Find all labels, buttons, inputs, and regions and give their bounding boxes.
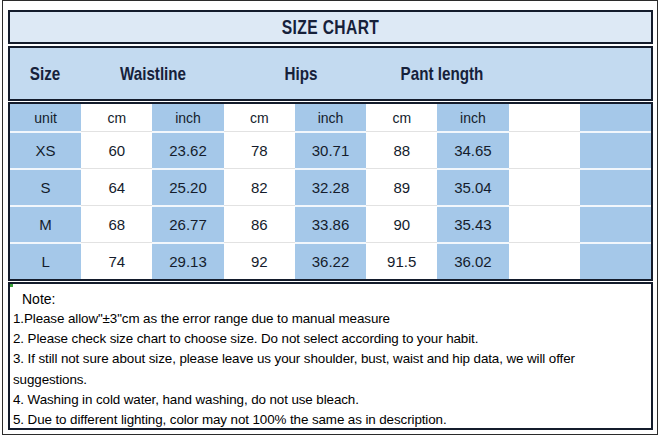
table-cell: 91.5 <box>366 242 437 279</box>
note-line-2: 2. Please check size chart to choose siz… <box>13 329 645 349</box>
header-pant-length: Pant length <box>401 63 484 85</box>
unit-cell: inch <box>295 104 366 131</box>
size-label-xs: XS <box>10 131 81 168</box>
table-cell: 33.86 <box>295 205 366 242</box>
table-cell: 89 <box>366 168 437 205</box>
table-cell: 92 <box>224 242 295 279</box>
table-cell: 36.22 <box>295 242 366 279</box>
empty-cell <box>580 205 651 242</box>
size-label-s: S <box>10 168 81 205</box>
header-waistline: Waistline <box>120 63 186 85</box>
size-table: unit cm inch cm inch cm inch XS 60 23.62… <box>8 102 653 281</box>
unit-cell: cm <box>366 104 437 131</box>
size-table-grid: unit cm inch cm inch cm inch XS 60 23.62… <box>10 104 651 279</box>
table-cell: 82 <box>224 168 295 205</box>
unit-cell: cm <box>81 104 152 131</box>
table-cell: 26.77 <box>152 205 223 242</box>
empty-cell <box>580 168 651 205</box>
empty-cell <box>509 104 580 131</box>
size-chart-title-box: SIZE CHART <box>8 10 653 44</box>
table-cell: 35.04 <box>437 168 508 205</box>
note-line-3: 3. If still not sure about size, please … <box>13 349 645 369</box>
table-cell: 25.20 <box>152 168 223 205</box>
table-cell: 68 <box>81 205 152 242</box>
notes-box: Note: 1.Please allow"±3"cm as the error … <box>8 282 653 430</box>
note-line-1: 1.Please allow"±3"cm as the error range … <box>13 309 645 329</box>
size-label-l: L <box>10 242 81 279</box>
unit-cell: inch <box>152 104 223 131</box>
column-group-header: Size Waistline Hips Pant length <box>8 46 653 101</box>
notes-heading: Note: <box>22 289 645 309</box>
table-cell: 78 <box>224 131 295 168</box>
size-label-m: M <box>10 205 81 242</box>
table-cell: 64 <box>81 168 152 205</box>
table-cell: 36.02 <box>437 242 508 279</box>
table-cell: 34.65 <box>437 131 508 168</box>
note-line-5: 5. Due to different lighting, color may … <box>13 410 645 430</box>
table-cell: 30.71 <box>295 131 366 168</box>
table-cell: 32.28 <box>295 168 366 205</box>
note-line-4: 4. Washing in cold water, hand washing, … <box>13 390 645 410</box>
table-cell: 90 <box>366 205 437 242</box>
header-size: Size <box>30 63 60 85</box>
unit-cell: unit <box>10 104 81 131</box>
table-cell: 74 <box>81 242 152 279</box>
empty-cell <box>580 131 651 168</box>
note-line-3b: suggestions. <box>13 370 645 390</box>
table-cell: 23.62 <box>152 131 223 168</box>
empty-cell <box>509 168 580 205</box>
empty-cell <box>580 242 651 279</box>
table-cell: 29.13 <box>152 242 223 279</box>
green-corner-artifact <box>8 282 13 287</box>
unit-cell: inch <box>437 104 508 131</box>
empty-cell <box>509 205 580 242</box>
unit-cell: cm <box>224 104 295 131</box>
table-cell: 88 <box>366 131 437 168</box>
page-title: SIZE CHART <box>282 16 380 39</box>
empty-cell <box>580 104 651 131</box>
empty-cell <box>509 131 580 168</box>
table-cell: 60 <box>81 131 152 168</box>
header-hips: Hips <box>285 63 318 85</box>
table-cell: 86 <box>224 205 295 242</box>
empty-cell <box>509 242 580 279</box>
table-cell: 35.43 <box>437 205 508 242</box>
